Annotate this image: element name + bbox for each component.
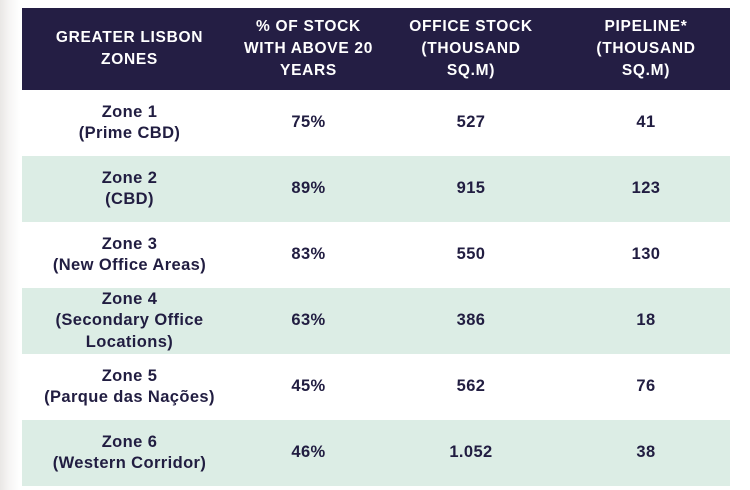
zone-cell: Zone 5 (Parque das Nações) <box>22 354 237 420</box>
zone-cell: Zone 3 (New Office Areas) <box>22 222 237 288</box>
zone-subtitle: (Western Corridor) <box>52 454 207 472</box>
pct-above-20y-cell: 75% <box>291 113 326 132</box>
pct-above-20y-cell: 83% <box>291 245 326 264</box>
office-stock-cell: 562 <box>456 377 486 396</box>
zone-cell: Zone 4 (Secondary Office Locations) <box>22 288 237 354</box>
office-stock-cell: 527 <box>456 113 486 132</box>
zone-name: Zone 4 <box>101 289 158 308</box>
column-header-office-stock: OFFICE STOCK (THOUSAND SQ.M) <box>409 18 533 79</box>
zone-name: Zone 3 <box>101 234 158 253</box>
pct-above-20y-cell: 63% <box>291 311 326 330</box>
table-row-zone-1: Zone 1 (Prime CBD) 75% 527 41 <box>22 90 730 156</box>
table-row-zone-4: Zone 4 (Secondary Office Locations) 63% … <box>22 288 730 354</box>
zone-subtitle: (Prime CBD) <box>78 124 181 142</box>
table-row-zone-5: Zone 5 (Parque das Nações) 45% 562 76 <box>22 354 730 420</box>
pct-above-20y-cell: 45% <box>291 377 326 396</box>
table-header-row: GREATER LISBON ZONES % OF STOCK WITH ABO… <box>22 8 730 90</box>
lisbon-zones-table: GREATER LISBON ZONES % OF STOCK WITH ABO… <box>22 8 730 486</box>
office-stock-cell: 915 <box>456 179 486 198</box>
pct-above-20y-cell: 46% <box>291 443 326 462</box>
office-stock-cell: 550 <box>456 245 486 264</box>
pipeline-cell: 41 <box>636 113 656 132</box>
zone-cell: Zone 1 (Prime CBD) <box>22 90 237 156</box>
table-row-zone-6: Zone 6 (Western Corridor) 46% 1.052 38 <box>22 420 730 486</box>
page-edge-shadow <box>0 0 20 490</box>
zone-subtitle: (New Office Areas) <box>52 256 207 274</box>
office-stock-cell: 1.052 <box>449 443 493 462</box>
pipeline-cell: 38 <box>636 443 656 462</box>
table-row-zone-2: Zone 2 (CBD) 89% 915 123 <box>22 156 730 222</box>
office-stock-cell: 386 <box>456 311 486 330</box>
zone-name: Zone 2 <box>101 168 158 187</box>
pipeline-cell: 123 <box>631 179 661 198</box>
pct-above-20y-cell: 89% <box>291 179 326 198</box>
zone-subtitle: (Secondary Office Locations) <box>55 311 204 351</box>
zone-subtitle: (CBD) <box>105 190 154 208</box>
pipeline-cell: 76 <box>636 377 656 396</box>
table-row-zone-3: Zone 3 (New Office Areas) 83% 550 130 <box>22 222 730 288</box>
zone-name: Zone 5 <box>101 366 158 385</box>
column-header-pipeline: PIPELINE* (THOUSAND SQ.M) <box>596 18 696 79</box>
pipeline-cell: 130 <box>631 245 661 264</box>
column-header-pct-stock: % OF STOCK WITH ABOVE 20 YEARS <box>243 18 374 79</box>
pipeline-cell: 18 <box>636 311 656 330</box>
zone-name: Zone 6 <box>101 432 158 451</box>
zone-name: Zone 1 <box>101 102 158 121</box>
column-header-zones: GREATER LISBON ZONES <box>55 29 204 68</box>
zone-cell: Zone 6 (Western Corridor) <box>22 420 237 486</box>
zone-cell: Zone 2 (CBD) <box>22 156 237 222</box>
zone-subtitle: (Parque das Nações) <box>44 388 215 406</box>
